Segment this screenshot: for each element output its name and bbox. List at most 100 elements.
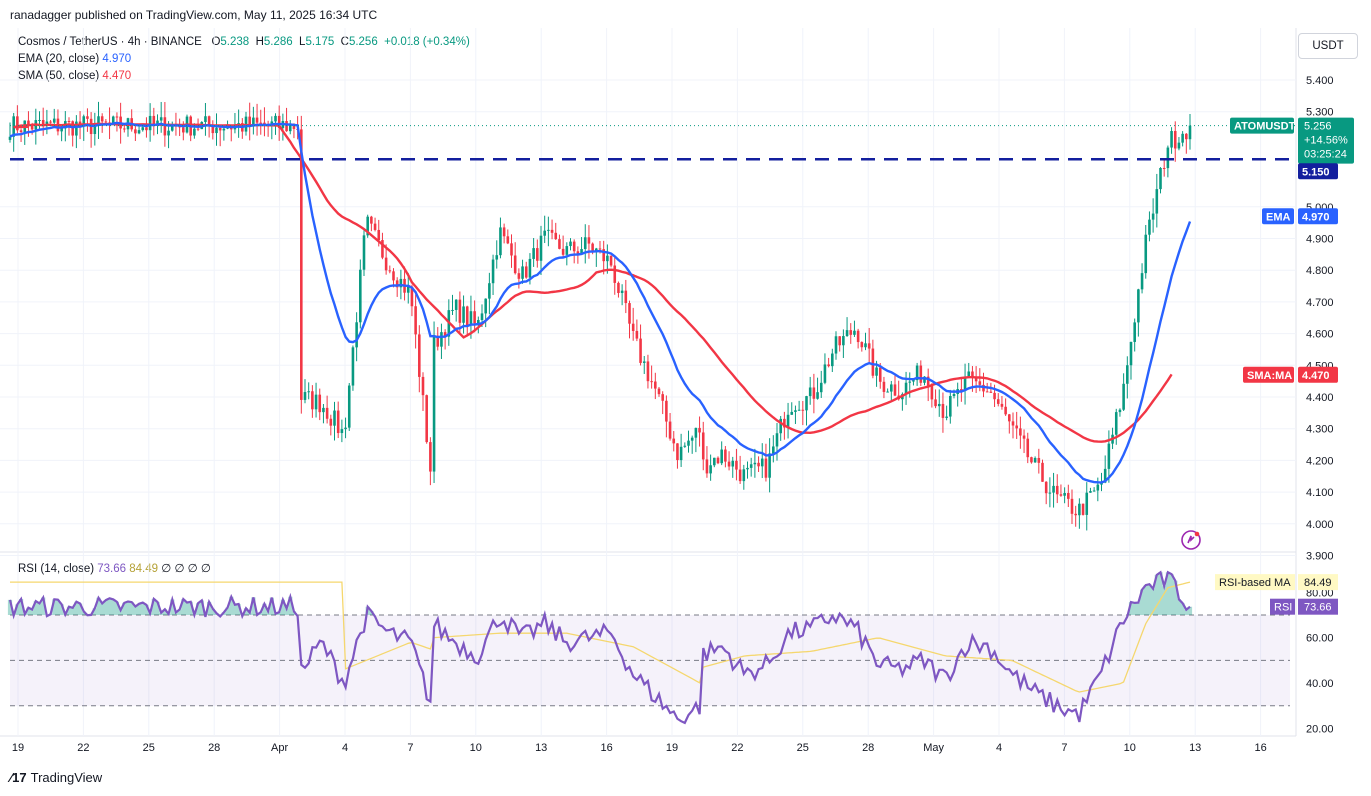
candle-body: [742, 469, 746, 482]
candle-body: [421, 376, 425, 396]
candle-body: [893, 384, 897, 396]
date-tick: 16: [1254, 742, 1266, 754]
candle-body: [591, 243, 594, 252]
candle-body: [60, 128, 63, 132]
candle-body: [392, 271, 395, 281]
candle-body: [196, 128, 200, 130]
candle-body: [1137, 289, 1140, 323]
candle-body: [182, 127, 185, 133]
candle-body: [38, 119, 41, 121]
candle-body: [1159, 167, 1162, 190]
candle-body: [1074, 513, 1077, 516]
price-tick: 5.400: [1306, 75, 1334, 87]
currency-button[interactable]: USDT: [1298, 33, 1358, 59]
candle-body: [362, 235, 366, 270]
date-tick: 7: [1061, 742, 1067, 754]
candle-body: [1100, 482, 1103, 485]
candle-body: [1185, 133, 1188, 140]
symbol-name[interactable]: Cosmos / TetherUS · 4h · BINANCE: [18, 36, 202, 48]
candle-body: [1085, 492, 1089, 515]
date-tick: 28: [208, 742, 220, 754]
candle-body: [152, 115, 156, 125]
candle-body: [218, 127, 222, 131]
candle-body: [1126, 365, 1129, 384]
rsi-ma-tag: RSI-based MA: [1219, 577, 1291, 589]
candle-body: [676, 443, 679, 461]
candle-body: [1166, 147, 1170, 169]
candle-body: [49, 121, 52, 123]
candle-body: [370, 216, 373, 224]
candle-body: [985, 391, 989, 393]
candle-body: [82, 116, 86, 127]
price-tick: 4.200: [1306, 455, 1334, 467]
candle-body: [148, 115, 152, 131]
sma-legend[interactable]: SMA (50, close) 4.470: [18, 70, 131, 82]
ema-legend[interactable]: EMA (20, close) 4.970: [18, 53, 131, 65]
date-tick: 22: [77, 742, 89, 754]
candle-body: [823, 364, 827, 383]
candle-body: [1000, 403, 1004, 407]
candle-body: [838, 336, 841, 346]
candle-body: [318, 394, 322, 413]
candle-body: [620, 290, 624, 294]
candle-body: [167, 130, 170, 136]
ticker-badge-bg: [1230, 117, 1294, 134]
candle-body: [735, 460, 738, 470]
candle-body: [657, 388, 661, 395]
rsi-ma-path: [10, 581, 1191, 693]
candle-body: [41, 119, 45, 125]
candle-body: [414, 306, 417, 335]
price-labels: ATOMUSDT 5.256 +14.56% 03:25:24 5.150 EMA 4.97…: [1215, 117, 1354, 615]
candle-body: [547, 229, 550, 231]
candle-body: [1092, 490, 1096, 492]
alert-icon[interactable]: [1181, 530, 1201, 550]
change-pct-label: +14.56%: [1304, 135, 1348, 147]
last-price-badge-bg: [1298, 117, 1354, 164]
price-axis[interactable]: 3.9004.0004.1004.2004.3004.4004.5004.600…: [1306, 75, 1334, 563]
candle-body: [668, 421, 672, 439]
candle-body: [561, 248, 565, 255]
candle-body: [709, 465, 712, 474]
candle-body: [86, 116, 89, 119]
candle-body: [314, 394, 318, 410]
candle-body: [30, 124, 34, 130]
candle-body: [602, 249, 605, 262]
candle-body: [1015, 425, 1018, 429]
candle-body: [860, 342, 864, 348]
date-tick: 22: [731, 742, 743, 754]
candle-body: [1181, 133, 1184, 143]
candle-body: [359, 269, 362, 323]
candle-body: [1037, 457, 1041, 463]
ema-price-label: 4.970: [1302, 211, 1330, 223]
candle-body: [373, 223, 377, 230]
candle-body: [904, 382, 908, 395]
tradingview-icon: ⁄17: [10, 770, 27, 785]
candle-body: [1188, 125, 1192, 140]
candle-body: [495, 255, 499, 260]
candle-body: [919, 365, 923, 383]
candle-body: [768, 453, 771, 478]
rsi-axis[interactable]: 20.00 40.00 60.00 80.00: [1306, 587, 1334, 735]
candle-body: [1048, 492, 1052, 494]
candle-body: [528, 258, 532, 278]
candle-body: [650, 381, 653, 383]
candle-body: [764, 458, 768, 478]
candle-body: [388, 270, 392, 272]
candle-body: [831, 353, 834, 367]
candle-body: [845, 330, 849, 337]
rsi-legend[interactable]: RSI (14, close) 73.66 84.49 ∅ ∅ ∅ ∅: [18, 561, 211, 575]
candle-body: [344, 427, 347, 430]
date-tick: 10: [1124, 742, 1136, 754]
candle-body: [134, 129, 137, 134]
candle-body: [890, 384, 893, 392]
candle-body: [381, 240, 384, 258]
time-axis[interactable]: 19 22 25 28 Apr 4 7 10 13 16 19 22 25 28 May 4 7 10 13 16: [12, 742, 1267, 754]
rsi-value-bg: [1298, 598, 1338, 615]
candle-body: [646, 361, 650, 382]
candle-body: [749, 464, 753, 468]
candle-body: [842, 336, 845, 346]
candle-body: [694, 427, 698, 438]
candle-body: [325, 407, 329, 419]
tradingview-logo[interactable]: ⁄17 TradingView: [10, 770, 102, 785]
